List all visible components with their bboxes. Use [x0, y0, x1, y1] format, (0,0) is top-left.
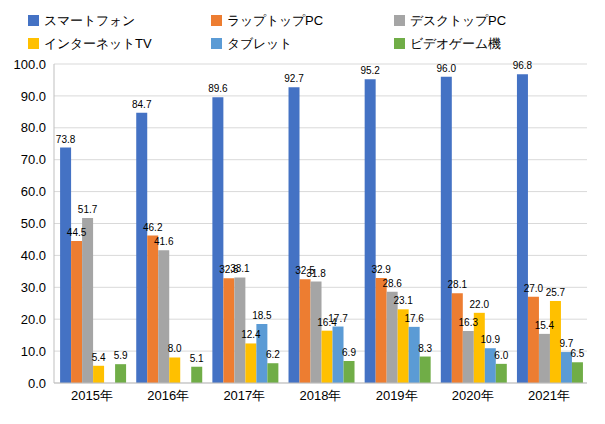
svg-text:80.0: 80.0: [21, 120, 46, 135]
html-text:インターネットTV: インターネットTV: [44, 35, 152, 51]
svg-text:16.3: 16.3: [459, 317, 479, 328]
svg-text:73.8: 73.8: [56, 134, 76, 145]
svg-text:89.6: 89.6: [208, 83, 228, 94]
svg-text:12.4: 12.4: [241, 329, 261, 340]
svg-text:2019年: 2019年: [376, 388, 418, 403]
svg-text:90.0: 90.0: [21, 89, 46, 104]
svg-text:10.9: 10.9: [481, 334, 501, 345]
svg-text:2015年: 2015年: [71, 388, 113, 403]
svg-text:96.0: 96.0: [437, 63, 457, 74]
svg-text:23.1: 23.1: [393, 295, 413, 306]
svg-text:70.0: 70.0: [21, 152, 46, 167]
svg-text:9.7: 9.7: [559, 338, 574, 350]
svg-text:6.5: 6.5: [570, 348, 584, 359]
svg-text:40.0: 40.0: [21, 248, 46, 263]
svg-text:32.5: 32.5: [295, 265, 315, 277]
svg-text:8.3: 8.3: [418, 343, 432, 354]
svg-text:6.2: 6.2: [266, 349, 280, 360]
svg-text:2021年: 2021年: [528, 388, 570, 403]
svg-text:10.0: 10.0: [21, 344, 46, 359]
svg-text:8.0: 8.0: [168, 343, 182, 354]
svg-text:95.2: 95.2: [360, 65, 380, 76]
svg-text:51.7: 51.7: [78, 204, 98, 215]
svg-text:41.6: 41.6: [154, 236, 174, 247]
svg-text:96.8: 96.8: [513, 60, 533, 71]
svg-text:18.5: 18.5: [252, 310, 272, 321]
svg-text:92.7: 92.7: [284, 73, 304, 84]
svg-text:5.9: 5.9: [114, 350, 128, 361]
svg-text:2017年: 2017年: [223, 388, 265, 403]
html-text:タブレット: タブレット: [227, 35, 292, 51]
html-text:デスクトップPC: デスクトップPC: [410, 12, 507, 28]
svg-text:2020年: 2020年: [452, 388, 494, 403]
svg-text:33.1: 33.1: [230, 263, 250, 274]
svg-text:0.0: 0.0: [28, 376, 46, 391]
html-text:ラップトップPC: ラップトップPC: [227, 12, 324, 28]
svg-text:6.0: 6.0: [494, 350, 508, 361]
svg-text:27.0: 27.0: [524, 283, 544, 294]
svg-text:100.0: 100.0: [13, 57, 46, 72]
svg-text:32.8: 32.8: [219, 264, 239, 276]
svg-text:31.8: 31.8: [306, 268, 326, 279]
svg-text:17.7: 17.7: [328, 313, 348, 324]
svg-text:50.0: 50.0: [21, 216, 46, 231]
svg-text:25.7: 25.7: [546, 287, 566, 298]
svg-text:22.0: 22.0: [470, 299, 490, 310]
svg-text:2016年: 2016年: [147, 388, 189, 403]
svg-text:30.0: 30.0: [21, 280, 46, 295]
svg-text:28.1: 28.1: [448, 279, 468, 290]
svg-text:46.2: 46.2: [143, 222, 163, 233]
html-text:ビデオゲーム機: ビデオゲーム機: [410, 35, 501, 51]
svg-text:20.0: 20.0: [21, 312, 46, 327]
svg-text:44.5: 44.5: [67, 227, 87, 238]
svg-text:5.4: 5.4: [92, 352, 106, 363]
svg-text:16.4: 16.4: [317, 316, 337, 328]
svg-text:28.6: 28.6: [382, 278, 402, 289]
svg-text:2018年: 2018年: [300, 388, 342, 403]
html-text:スマートフォン: スマートフォン: [44, 12, 135, 28]
svg-text:15.4: 15.4: [535, 320, 555, 331]
svg-text:5.1: 5.1: [190, 353, 204, 364]
svg-text:17.6: 17.6: [404, 313, 424, 324]
svg-text:6.9: 6.9: [342, 347, 356, 358]
svg-text:32.9: 32.9: [371, 264, 391, 275]
svg-text:84.7: 84.7: [132, 99, 152, 110]
svg-text:60.0: 60.0: [21, 184, 46, 199]
